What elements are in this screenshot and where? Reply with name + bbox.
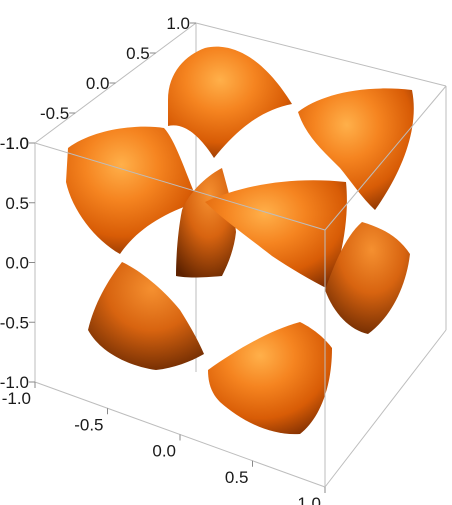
surface-lobes bbox=[66, 46, 414, 435]
lobe-center-front bbox=[205, 180, 347, 290]
axis-ticks bbox=[29, 22, 326, 493]
x-tick-label-4: 1.0 bbox=[297, 494, 321, 505]
z-tick-label-2: 0.0 bbox=[5, 254, 29, 273]
x-tick-label-1: -0.5 bbox=[74, 415, 103, 434]
bounding-box-front bbox=[34, 85, 447, 488]
z-tick-label-0: -1.0 bbox=[0, 373, 29, 392]
z-tick-label-1: -0.5 bbox=[0, 313, 29, 332]
y-tick-label-3: 0.5 bbox=[126, 44, 150, 63]
axis-tick-labels: -1.0-0.50.00.51.0-1.0-0.50.00.51.0-1.0-0… bbox=[0, 14, 321, 505]
y-tick-label-4: 1.0 bbox=[166, 14, 190, 33]
y-tick-label-2: 0.0 bbox=[86, 74, 110, 93]
x-tick-label-3: 0.5 bbox=[225, 468, 249, 487]
lobe-back-top bbox=[168, 46, 292, 159]
z-tick-label-4: 1.0 bbox=[5, 134, 29, 153]
x-tick-label-2: 0.0 bbox=[152, 442, 176, 461]
lobe-back-right bbox=[298, 88, 414, 210]
lobe-front-bottom bbox=[208, 322, 332, 435]
lobe-left-bottom bbox=[88, 262, 204, 370]
lobe-left-top bbox=[66, 126, 198, 254]
y-tick-label-1: -0.5 bbox=[40, 104, 69, 123]
lobe-right-mid bbox=[325, 222, 410, 334]
lobe-center-small bbox=[176, 168, 236, 278]
y-tick-label-0: -1.0 bbox=[0, 134, 29, 153]
z-tick-label-3: 0.5 bbox=[5, 194, 29, 213]
x-tick-label-0: -1.0 bbox=[2, 389, 31, 408]
